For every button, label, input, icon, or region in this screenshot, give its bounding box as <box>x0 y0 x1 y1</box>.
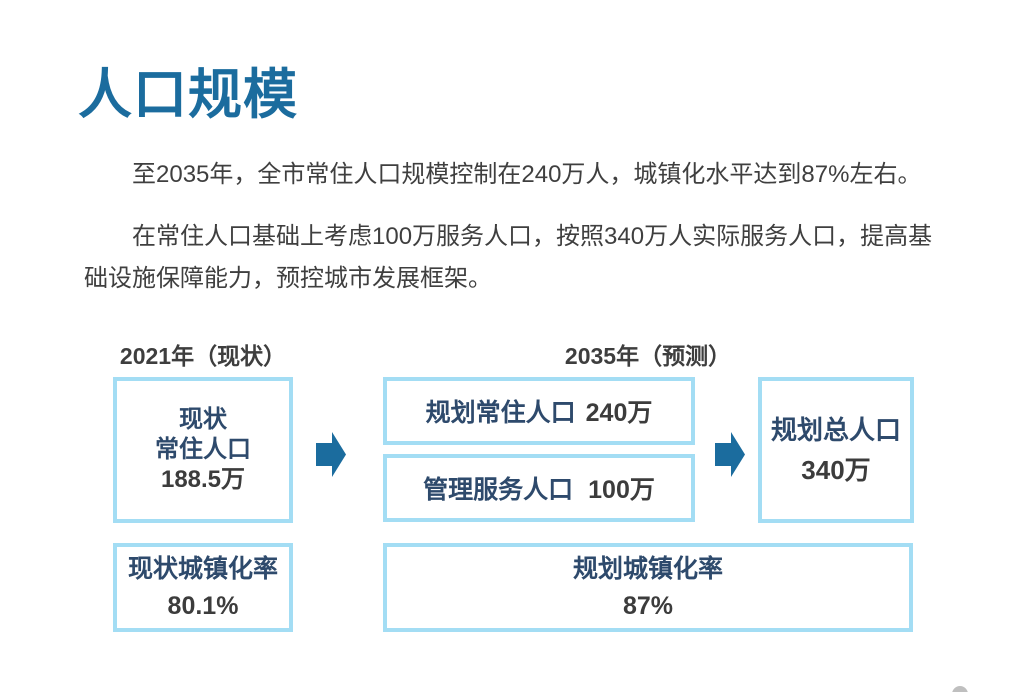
planned-urbanization-value: 87% <box>622 591 674 620</box>
managed-service-value: 100万 <box>588 476 655 504</box>
current-urbanization-label: 现状城镇化率 <box>127 554 278 583</box>
page-title: 人口规模 <box>78 65 298 125</box>
diagram-header-2021: 2021年（现状） <box>119 343 287 369</box>
planned-total-population-box: 规划总人口 340万 <box>758 377 914 523</box>
managed-service-label: 管理服务人口 <box>423 476 574 504</box>
planned-urbanization-rate-box: 规划城镇化率 87% <box>383 543 913 632</box>
paragraph-population-control: 至2035年，全市常住人口规模控制在240万人，城镇化水平达到87%左右。 <box>132 161 922 188</box>
paragraph-service-population: 在常住人口基础上考虑100万服务人口，按照340万人实际服务人口，提高基础设施保… <box>84 223 933 292</box>
current-population-value: 188.5万 <box>160 466 246 493</box>
current-population-box: 现状 常住人口 188.5万 <box>113 377 293 523</box>
planned-resident-value: 240万 <box>585 399 653 427</box>
planned-resident-population-box: 规划常住人口 240万 <box>383 377 695 445</box>
current-population-label-line1: 现状 <box>179 406 227 433</box>
flow-arrow-icon <box>715 432 745 477</box>
diagram-header-2035: 2035年（预测） <box>564 343 732 369</box>
planned-total-label: 规划总人口 <box>770 415 901 445</box>
watermark-fragment <box>952 686 968 692</box>
intro-text: 至2035年，全市常住人口规模控制在240万人，城镇化水平达到87%左右。 在常… <box>84 154 942 300</box>
current-urbanization-value: 80.1% <box>167 591 239 620</box>
managed-service-population-box: 管理服务人口 100万 <box>383 454 695 522</box>
current-population-label-line2: 常住人口 <box>155 436 251 463</box>
planned-resident-label: 规划常住人口 <box>425 399 576 427</box>
current-urbanization-rate-box: 现状城镇化率 80.1% <box>113 543 293 632</box>
flow-arrow-icon <box>316 432 346 477</box>
planned-total-value: 340万 <box>801 455 871 485</box>
planned-urbanization-label: 规划城镇化率 <box>572 554 723 583</box>
